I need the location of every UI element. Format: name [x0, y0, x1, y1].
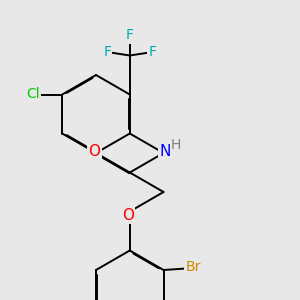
Text: N: N — [160, 144, 171, 159]
Text: O: O — [88, 144, 101, 159]
Text: O: O — [122, 208, 134, 223]
Text: Br: Br — [185, 260, 201, 274]
Text: F: F — [103, 46, 111, 59]
Text: Cl: Cl — [26, 88, 40, 101]
Text: H: H — [171, 138, 181, 152]
Text: F: F — [126, 28, 134, 42]
Text: F: F — [148, 46, 156, 59]
